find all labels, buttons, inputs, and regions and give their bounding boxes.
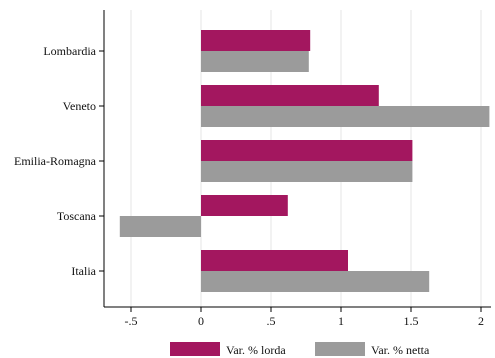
legend: Var. % lorda Var. % netta — [170, 342, 430, 357]
bar-lorda — [201, 30, 311, 51]
x-ticks: -.5 0 .5 1 1.5 2 — [125, 307, 484, 328]
category-label: Toscana — [57, 209, 97, 223]
bar-netta — [201, 106, 490, 127]
x-tick-label: -.5 — [125, 314, 138, 328]
legend-label: Var. % netta — [371, 343, 430, 357]
legend-label: Var. % lorda — [226, 343, 286, 357]
category-labels: Lombardia Veneto Emilia-Romagna Toscana Ital… — [14, 44, 104, 278]
bar-netta — [119, 216, 201, 237]
category-label: Italia — [71, 264, 96, 278]
x-tick-label: 2 — [478, 314, 484, 328]
bar-lorda — [201, 250, 348, 271]
category-label: Emilia-Romagna — [14, 154, 97, 168]
bar-lorda — [201, 85, 379, 106]
bar-netta — [201, 161, 413, 182]
x-tick-label: 1 — [338, 314, 344, 328]
x-tick-label: 0 — [198, 314, 204, 328]
bar-netta — [201, 271, 430, 292]
legend-swatch — [170, 342, 220, 356]
legend-swatch — [315, 342, 365, 356]
category-label: Veneto — [63, 99, 96, 113]
bar-netta — [201, 51, 309, 72]
x-tick-label: .5 — [267, 314, 276, 328]
bar-lorda — [201, 195, 288, 216]
x-tick-label: 1.5 — [404, 314, 419, 328]
bar-lorda — [201, 140, 413, 161]
bars — [119, 30, 490, 292]
category-label: Lombardia — [43, 44, 96, 58]
